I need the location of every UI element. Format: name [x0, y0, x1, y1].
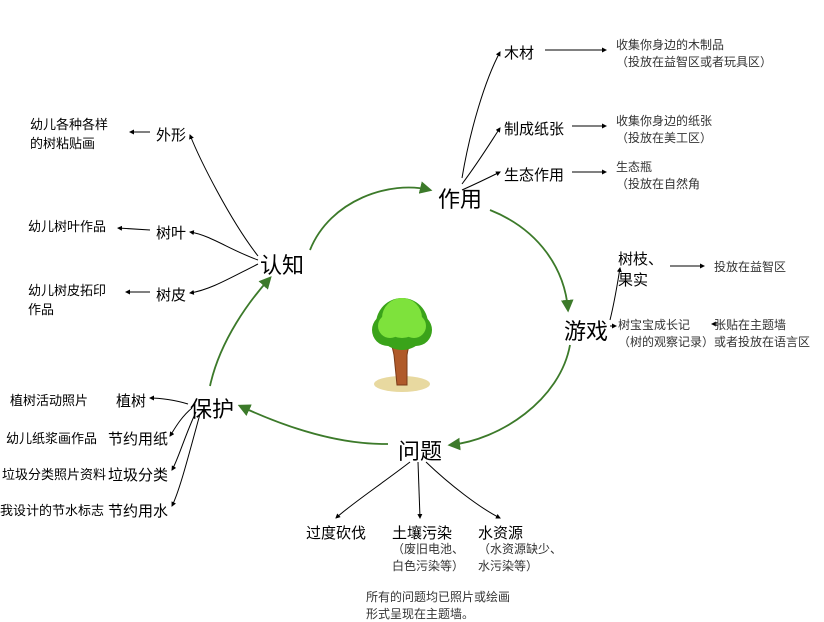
- leaf-jieyue: 幼儿纸浆画作品: [6, 428, 97, 447]
- node-shuye: 树叶: [156, 222, 186, 243]
- node-renzhi: 认知: [260, 248, 304, 280]
- node-waixing: 外形: [156, 124, 186, 145]
- node-shuizi2: （水资源缺少、水污染等）: [478, 540, 588, 574]
- node-jieshui: 节约用水: [108, 500, 168, 521]
- node-zuoyong: 作用: [438, 182, 482, 214]
- node-jieyue: 节约用纸: [108, 428, 168, 449]
- node-shupi: 树皮: [156, 284, 186, 305]
- leaf-mucai: 收集你身边的木制品（投放在益智区或者玩具区）: [616, 36, 806, 70]
- node-mucai: 木材: [504, 42, 534, 63]
- node-kanfa: 过度砍伐: [306, 522, 366, 543]
- leaf-zhishu: 植树活动照片: [10, 390, 88, 409]
- node-shuzhi: 树枝、果实: [618, 248, 678, 290]
- leaf-waixing: 幼儿各种各样的树粘贴画: [30, 114, 140, 152]
- node-shengtai: 生态作用: [504, 164, 564, 185]
- tree-illustration: [352, 290, 452, 400]
- node-youxi: 游戏: [564, 314, 608, 346]
- leaf-laji: 垃圾分类照片资料: [2, 464, 106, 483]
- leaf-shengtai: 生态瓶（投放在自然角: [616, 158, 756, 192]
- node-laji: 垃圾分类: [108, 464, 168, 485]
- node-turang2: （废旧电池、白色污染等）: [392, 540, 492, 574]
- wenti-note: 所有的问题均已照片或绘画形式呈现在主题墙。: [366, 588, 566, 622]
- leaf-shupi: 幼儿树皮拓印作品: [28, 280, 138, 318]
- leaf-zhizhang: 收集你身边的纸张（投放在美工区）: [616, 112, 776, 146]
- leaf-shuzhi: 投放在益智区: [714, 258, 786, 275]
- node-wenti: 问题: [398, 434, 442, 466]
- node-zhishu: 植树: [116, 390, 146, 411]
- leaf-jieshui: 我设计的节水标志: [0, 500, 104, 519]
- node-zhizhang: 制成纸张: [504, 118, 564, 139]
- leaf-shuye: 幼儿树叶作品: [28, 216, 106, 235]
- node-baohu: 保护: [190, 392, 234, 424]
- leaf-chengzhang: 张贴在主题墙或者投放在语言区: [714, 316, 824, 350]
